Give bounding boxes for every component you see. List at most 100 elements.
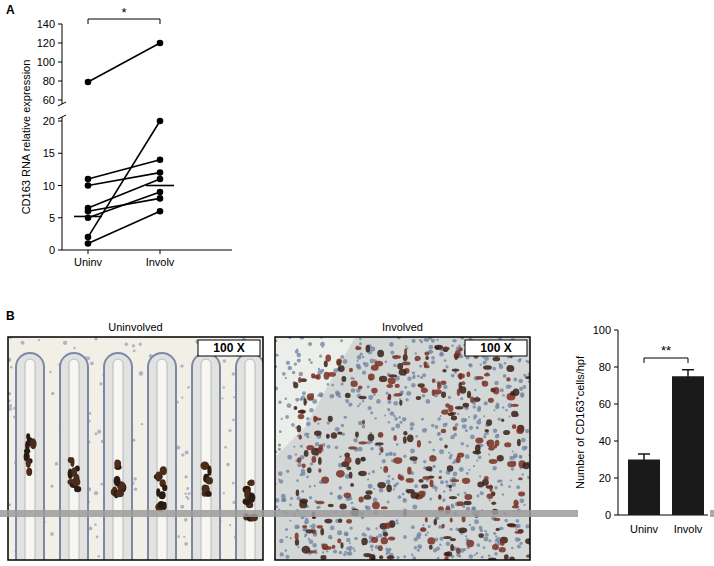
stained-cell [297, 425, 301, 432]
nucleus [366, 527, 370, 531]
nucleus [412, 371, 415, 374]
nucleus [431, 424, 434, 427]
nucleus [344, 531, 349, 536]
y-axis-upper [62, 100, 63, 104]
y-tick [58, 121, 62, 122]
nucleus [308, 358, 311, 361]
stained-cell [424, 351, 429, 355]
nucleus [476, 426, 479, 429]
nucleus [134, 488, 137, 491]
nucleus [96, 536, 99, 539]
stained-cell [30, 438, 37, 449]
nucleus [393, 488, 395, 490]
nucleus [185, 451, 189, 455]
crypt-lumen [201, 359, 211, 560]
nucleus [364, 362, 369, 367]
nucleus [133, 477, 136, 480]
stained-cell [311, 375, 319, 378]
nucleus [233, 396, 235, 398]
stained-cell [393, 435, 396, 441]
stained-cell [449, 485, 452, 489]
stained-cell [322, 544, 328, 551]
stained-cell [318, 457, 322, 465]
nucleus [471, 526, 476, 531]
stained-cell [393, 457, 402, 464]
nucleus [477, 543, 481, 547]
stained-cell [459, 382, 462, 389]
stained-cell [403, 436, 407, 444]
nucleus [299, 398, 302, 401]
nucleus [505, 409, 508, 412]
nucleus [51, 485, 54, 488]
stained-cell [483, 365, 492, 370]
nucleus [502, 394, 505, 397]
nucleus [379, 453, 382, 456]
nucleus [310, 361, 313, 364]
nucleus [489, 499, 491, 501]
stained-cell [207, 466, 211, 476]
nucleus [309, 496, 312, 499]
nucleus [38, 339, 40, 341]
nucleus [478, 418, 480, 420]
y-axis-lower [62, 117, 63, 121]
nucleus [407, 376, 411, 380]
nucleus [284, 398, 287, 401]
nucleus [297, 463, 301, 467]
nucleus [279, 479, 283, 483]
nucleus [422, 428, 427, 433]
nucleus [291, 423, 295, 427]
nucleus [500, 483, 503, 486]
stained-cell [429, 455, 436, 461]
nucleus [520, 392, 524, 396]
nucleus [461, 418, 466, 423]
stained-cell [389, 374, 397, 377]
stained-cell [302, 463, 306, 468]
y-tick [614, 441, 618, 442]
nucleus [300, 445, 303, 448]
nucleus [435, 490, 437, 492]
crypt-lumen [113, 359, 123, 560]
nucleus [285, 377, 287, 379]
nucleus [359, 342, 362, 345]
nucleus [371, 549, 373, 551]
y-tick [614, 367, 618, 368]
nucleus [525, 524, 529, 528]
stained-cell [512, 424, 516, 429]
stained-cell [410, 456, 418, 461]
x-tick-label: Uninv [630, 523, 659, 535]
nucleus [306, 417, 310, 421]
stained-cell [434, 389, 442, 394]
nucleus [289, 504, 292, 507]
background-area [275, 337, 355, 457]
point [157, 169, 164, 176]
stained-cell [336, 470, 345, 478]
stained-cell [516, 427, 524, 434]
stained-cell [317, 525, 323, 529]
stained-cell [507, 523, 516, 526]
nucleus [183, 536, 185, 538]
stained-cell [26, 459, 31, 468]
nucleus [428, 345, 433, 350]
nucleus [133, 350, 136, 353]
nucleus [386, 548, 389, 551]
pair-line [88, 121, 160, 237]
nucleus [287, 455, 292, 460]
stained-cell [484, 476, 489, 480]
y-tick [58, 100, 62, 101]
nucleus [356, 363, 361, 368]
nucleus [327, 383, 330, 386]
nucleus [419, 365, 422, 368]
nucleus [523, 504, 525, 506]
nucleus [410, 449, 415, 454]
nucleus [502, 493, 504, 495]
nucleus [476, 552, 478, 554]
point [157, 156, 164, 163]
nucleus [459, 555, 461, 557]
stained-cell [506, 365, 514, 372]
stained-cell [427, 537, 435, 544]
nucleus [523, 374, 526, 377]
nucleus [125, 342, 129, 346]
stained-cell [506, 377, 510, 381]
nucleus [370, 411, 373, 414]
stained-cell [451, 479, 459, 482]
